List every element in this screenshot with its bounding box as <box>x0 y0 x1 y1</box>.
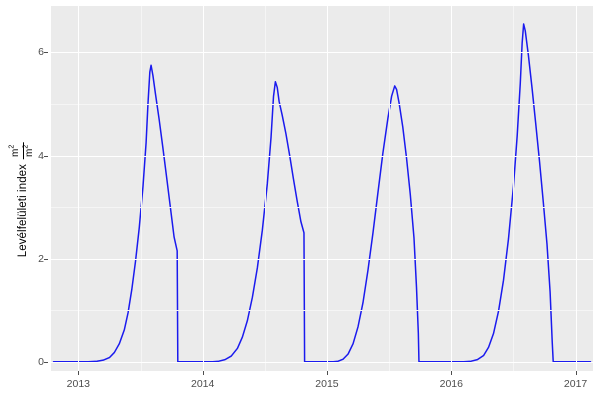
grid-line-major-vertical <box>202 6 204 371</box>
y-axis-tick-label: 2 <box>38 252 44 265</box>
x-axis-tick-mark <box>575 371 577 375</box>
grid-line-minor-horizontal <box>51 103 593 105</box>
x-axis-tick-label: 2014 <box>190 378 215 390</box>
grid-line-major-horizontal <box>51 258 593 260</box>
y-axis-tick-label: 6 <box>38 46 44 59</box>
y-axis-tick-mark <box>44 258 48 260</box>
grid-line-minor-horizontal <box>51 310 593 312</box>
grid-line-major-vertical <box>451 6 453 371</box>
x-axis-tick-label: 2013 <box>66 378 91 390</box>
y-axis-tick-labels: 0 2 4 6 <box>22 0 44 400</box>
y-axis-tick-mark <box>44 361 48 363</box>
grid-line-major-horizontal <box>51 155 593 157</box>
grid-line-major-vertical <box>326 6 328 371</box>
series-line-levelfeluleti-index <box>52 23 592 363</box>
x-axis-tick-mark <box>451 371 453 375</box>
plot-panel <box>51 6 593 371</box>
grid-line-minor-vertical <box>389 6 391 371</box>
grid-line-minor-vertical <box>513 6 515 371</box>
x-axis-tick-mark <box>326 371 328 375</box>
grid-line-major-horizontal <box>51 361 593 363</box>
x-axis-tick-label: 2015 <box>315 378 339 390</box>
x-axis-tick-label: 2017 <box>563 378 588 390</box>
y-axis-tick-mark <box>44 155 48 157</box>
x-axis-tick-mark <box>202 371 204 375</box>
y-axis-units-numerator: m2 <box>8 144 21 157</box>
grid-line-minor-vertical <box>140 6 142 371</box>
grid-line-minor-vertical <box>264 6 266 371</box>
y-axis-tick-label: 0 <box>38 355 44 368</box>
grid-line-minor-horizontal <box>51 207 593 209</box>
y-axis-tick-label: 4 <box>38 149 44 162</box>
x-axis-tick-label: 2016 <box>439 378 463 390</box>
grid-line-major-vertical <box>575 6 577 371</box>
grid-line-major-horizontal <box>51 52 593 54</box>
y-axis-tick-mark <box>44 52 48 54</box>
x-axis-tick-mark <box>78 371 80 375</box>
grid-line-major-vertical <box>78 6 80 371</box>
